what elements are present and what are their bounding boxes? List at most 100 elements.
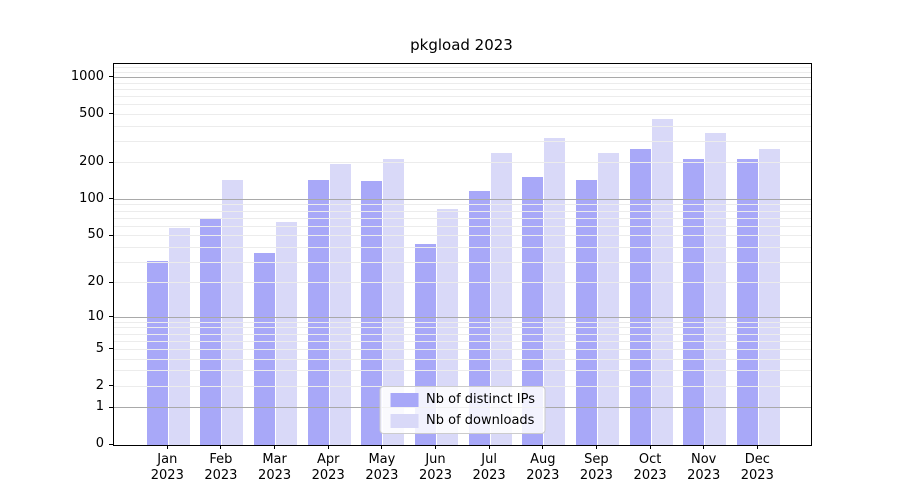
x-tick-label: Dec 2023	[730, 452, 784, 484]
bar-downloads-apr	[329, 164, 351, 445]
bar-distinct-ips-sep	[575, 179, 597, 445]
major-gridline	[114, 198, 811, 200]
x-label-year: 2023	[204, 468, 238, 483]
x-label-year: 2023	[526, 468, 560, 483]
y-tick-label: 500	[79, 105, 104, 121]
minor-gridline	[114, 261, 811, 263]
x-label-month: Nov	[691, 452, 717, 467]
bar-downloads-jan	[168, 227, 190, 445]
x-label-year: 2023	[418, 468, 453, 483]
minor-gridline	[114, 204, 811, 206]
x-label-year: 2023	[472, 468, 506, 483]
minor-gridline	[114, 282, 811, 284]
bar-downloads-sep	[597, 153, 619, 445]
bar-distinct-ips-jan	[146, 260, 168, 445]
y-tick-label: 0	[95, 436, 104, 451]
x-label-month: Apr	[316, 452, 340, 467]
x-label-year: 2023	[579, 468, 613, 483]
y-tick-label: 1	[95, 399, 104, 415]
minor-gridline	[114, 217, 811, 219]
major-gridline	[114, 76, 811, 78]
minor-gridline	[114, 71, 811, 73]
major-gridline	[114, 316, 811, 318]
x-label-year: 2023	[311, 468, 345, 483]
minor-gridline	[114, 125, 811, 127]
y-tick-label: 200	[79, 154, 104, 170]
bar-downloads-nov	[705, 133, 727, 445]
minor-gridline	[114, 140, 811, 142]
bar-distinct-ips-jul	[468, 190, 490, 445]
x-label-year: 2023	[740, 468, 774, 483]
bar-downloads-aug	[544, 137, 566, 445]
minor-gridline	[114, 235, 811, 237]
minor-gridline	[114, 95, 811, 97]
legend-item-downloads: Nb of downloads	[390, 413, 535, 428]
x-label-month: Aug	[530, 452, 556, 467]
x-label-month: Dec	[744, 452, 770, 467]
bar-distinct-ips-feb	[200, 218, 222, 445]
bar-downloads-feb	[222, 180, 244, 445]
x-label-month: Mar	[262, 452, 287, 467]
minor-gridline	[114, 88, 811, 90]
minor-gridline	[114, 327, 811, 329]
x-tick-label: Oct 2023	[623, 452, 677, 484]
x-label-year: 2023	[258, 468, 292, 483]
x-label-month: Sep	[584, 452, 609, 467]
legend-label-downloads: Nb of downloads	[426, 413, 535, 428]
y-tick-label: 50	[87, 227, 104, 243]
x-tick-label: Mar 2023	[248, 452, 302, 484]
x-label-year: 2023	[687, 468, 721, 483]
minor-gridline	[114, 104, 811, 105]
minor-gridline	[114, 225, 811, 227]
x-label-month: Feb	[209, 452, 233, 467]
x-label-year: 2023	[633, 468, 667, 483]
legend-item-distinct-ips: Nb of distinct IPs	[390, 392, 535, 407]
minor-gridline	[114, 358, 811, 360]
plot-area: Nb of distinct IPs Nb of downloads	[113, 63, 812, 446]
minor-gridline	[114, 162, 811, 164]
bar-downloads-oct	[651, 119, 673, 445]
y-tick-label: 10	[87, 308, 104, 324]
y-tick-label: 2	[95, 377, 104, 393]
minor-gridline	[114, 67, 811, 69]
x-label-month: Jul	[481, 452, 497, 467]
minor-gridline	[114, 113, 811, 115]
bar-distinct-ips-dec	[736, 158, 758, 445]
x-label-year: 2023	[365, 468, 399, 483]
minor-gridline	[114, 370, 811, 372]
x-tick-label: Nov 2023	[677, 452, 731, 484]
bar-downloads-may	[383, 158, 405, 445]
minor-gridline	[114, 82, 811, 84]
chart-title: pkgload 2023	[410, 36, 513, 54]
x-tick-label: Aug 2023	[516, 452, 570, 484]
x-label-year: 2023	[150, 468, 184, 483]
x-tick-label: Sep 2023	[569, 452, 623, 484]
x-tick-label: Jul 2023	[462, 452, 516, 484]
legend-swatch-distinct-ips	[390, 392, 419, 407]
minor-gridline	[114, 321, 811, 323]
x-tick-label: Jan 2023	[140, 452, 194, 484]
bar-distinct-ips-apr	[307, 179, 329, 445]
x-label-month: Oct	[638, 452, 662, 467]
minor-gridline	[114, 210, 811, 212]
minor-gridline	[114, 333, 811, 335]
minor-gridline	[114, 348, 811, 350]
minor-gridline	[114, 246, 811, 248]
bar-distinct-ips-nov	[683, 159, 705, 445]
x-tick-label: Feb 2023	[194, 452, 248, 484]
x-label-month: Jan	[157, 452, 178, 467]
y-tick-label: 5	[95, 340, 104, 356]
x-tick-label: Jun 2023	[409, 452, 463, 484]
x-label-month: May	[368, 452, 396, 467]
legend-label-distinct-ips: Nb of distinct IPs	[426, 392, 535, 407]
bar-distinct-ips-aug	[522, 177, 544, 445]
y-tick-label: 1000	[70, 68, 104, 84]
x-tick-label: May 2023	[355, 452, 409, 484]
x-tick-label: Apr 2023	[301, 452, 355, 484]
minor-gridline	[114, 340, 811, 342]
y-tick-label: 20	[87, 274, 104, 290]
y-tick-label: 100	[79, 190, 104, 206]
bar-distinct-ips-oct	[629, 149, 651, 445]
legend: Nb of distinct IPs Nb of downloads	[379, 386, 546, 434]
